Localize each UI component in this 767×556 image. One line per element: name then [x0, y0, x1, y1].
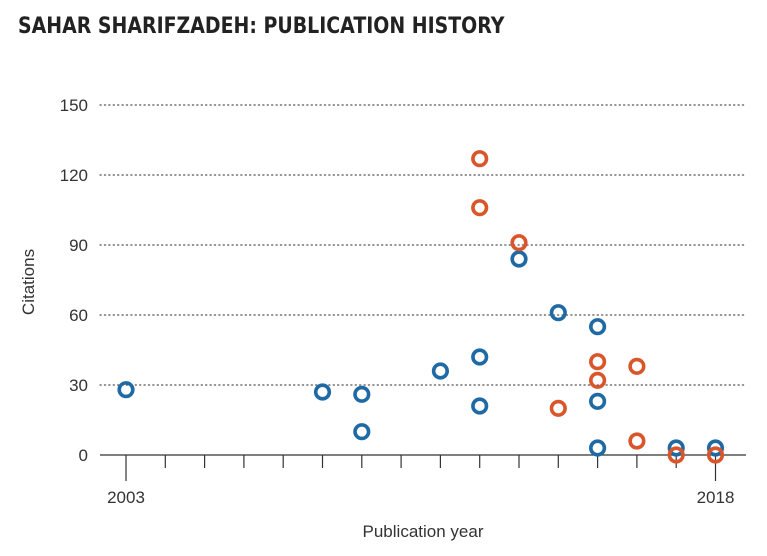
y-tick-label-150: 150 [60, 96, 88, 115]
data-point-blue-7 [510, 250, 528, 268]
x-axis-tick-labels: 2003 2018 [107, 488, 734, 507]
data-point-blue-3 [353, 423, 371, 441]
chart-title: SAHAR SHARIFZADEH: PUBLICATION HISTORY [18, 14, 505, 39]
data-point-blue-6 [471, 397, 489, 415]
data-point-orange-7 [628, 432, 646, 450]
data-point-orange-6 [628, 357, 646, 375]
y-tick-label-60: 60 [69, 306, 88, 325]
data-point-orange-2 [510, 234, 528, 252]
data-point-blue-8 [549, 304, 567, 322]
data-point-blue-1 [313, 383, 332, 401]
x-axis [100, 454, 746, 481]
data-point-blue-11 [588, 439, 607, 457]
data-point-orange-4 [588, 353, 607, 371]
x-tick-label-2003: 2003 [107, 488, 145, 507]
data-point-orange-1 [471, 199, 489, 217]
y-tick-label-90: 90 [69, 236, 88, 255]
data-point-orange-0 [471, 150, 489, 168]
data-point-orange-3 [549, 399, 567, 417]
y-tick-label-0: 0 [79, 446, 88, 465]
data-point-blue-0 [117, 381, 135, 399]
x-tick-label-2018: 2018 [697, 488, 735, 507]
y-tick-label-30: 30 [69, 376, 88, 395]
y-tick-label-120: 120 [60, 166, 88, 185]
data-point-orange-8 [667, 446, 685, 464]
y-axis-title: Citations [19, 249, 38, 315]
data-point-blue-10 [588, 392, 607, 410]
data-point-blue-4 [431, 362, 450, 380]
data-point-blue-13 [706, 439, 725, 457]
data-point-orange-9 [706, 446, 725, 464]
y-axis-tick-labels: 0 30 60 90 120 150 [60, 96, 88, 465]
data-point-blue-12 [667, 439, 685, 457]
data-point-orange-5 [588, 371, 607, 389]
gridlines [99, 104, 747, 386]
x-axis-title: Publication year [363, 522, 484, 541]
data-points [117, 150, 725, 464]
data-point-blue-2 [353, 385, 371, 403]
data-point-blue-9 [588, 318, 607, 336]
data-point-blue-5 [471, 348, 489, 366]
